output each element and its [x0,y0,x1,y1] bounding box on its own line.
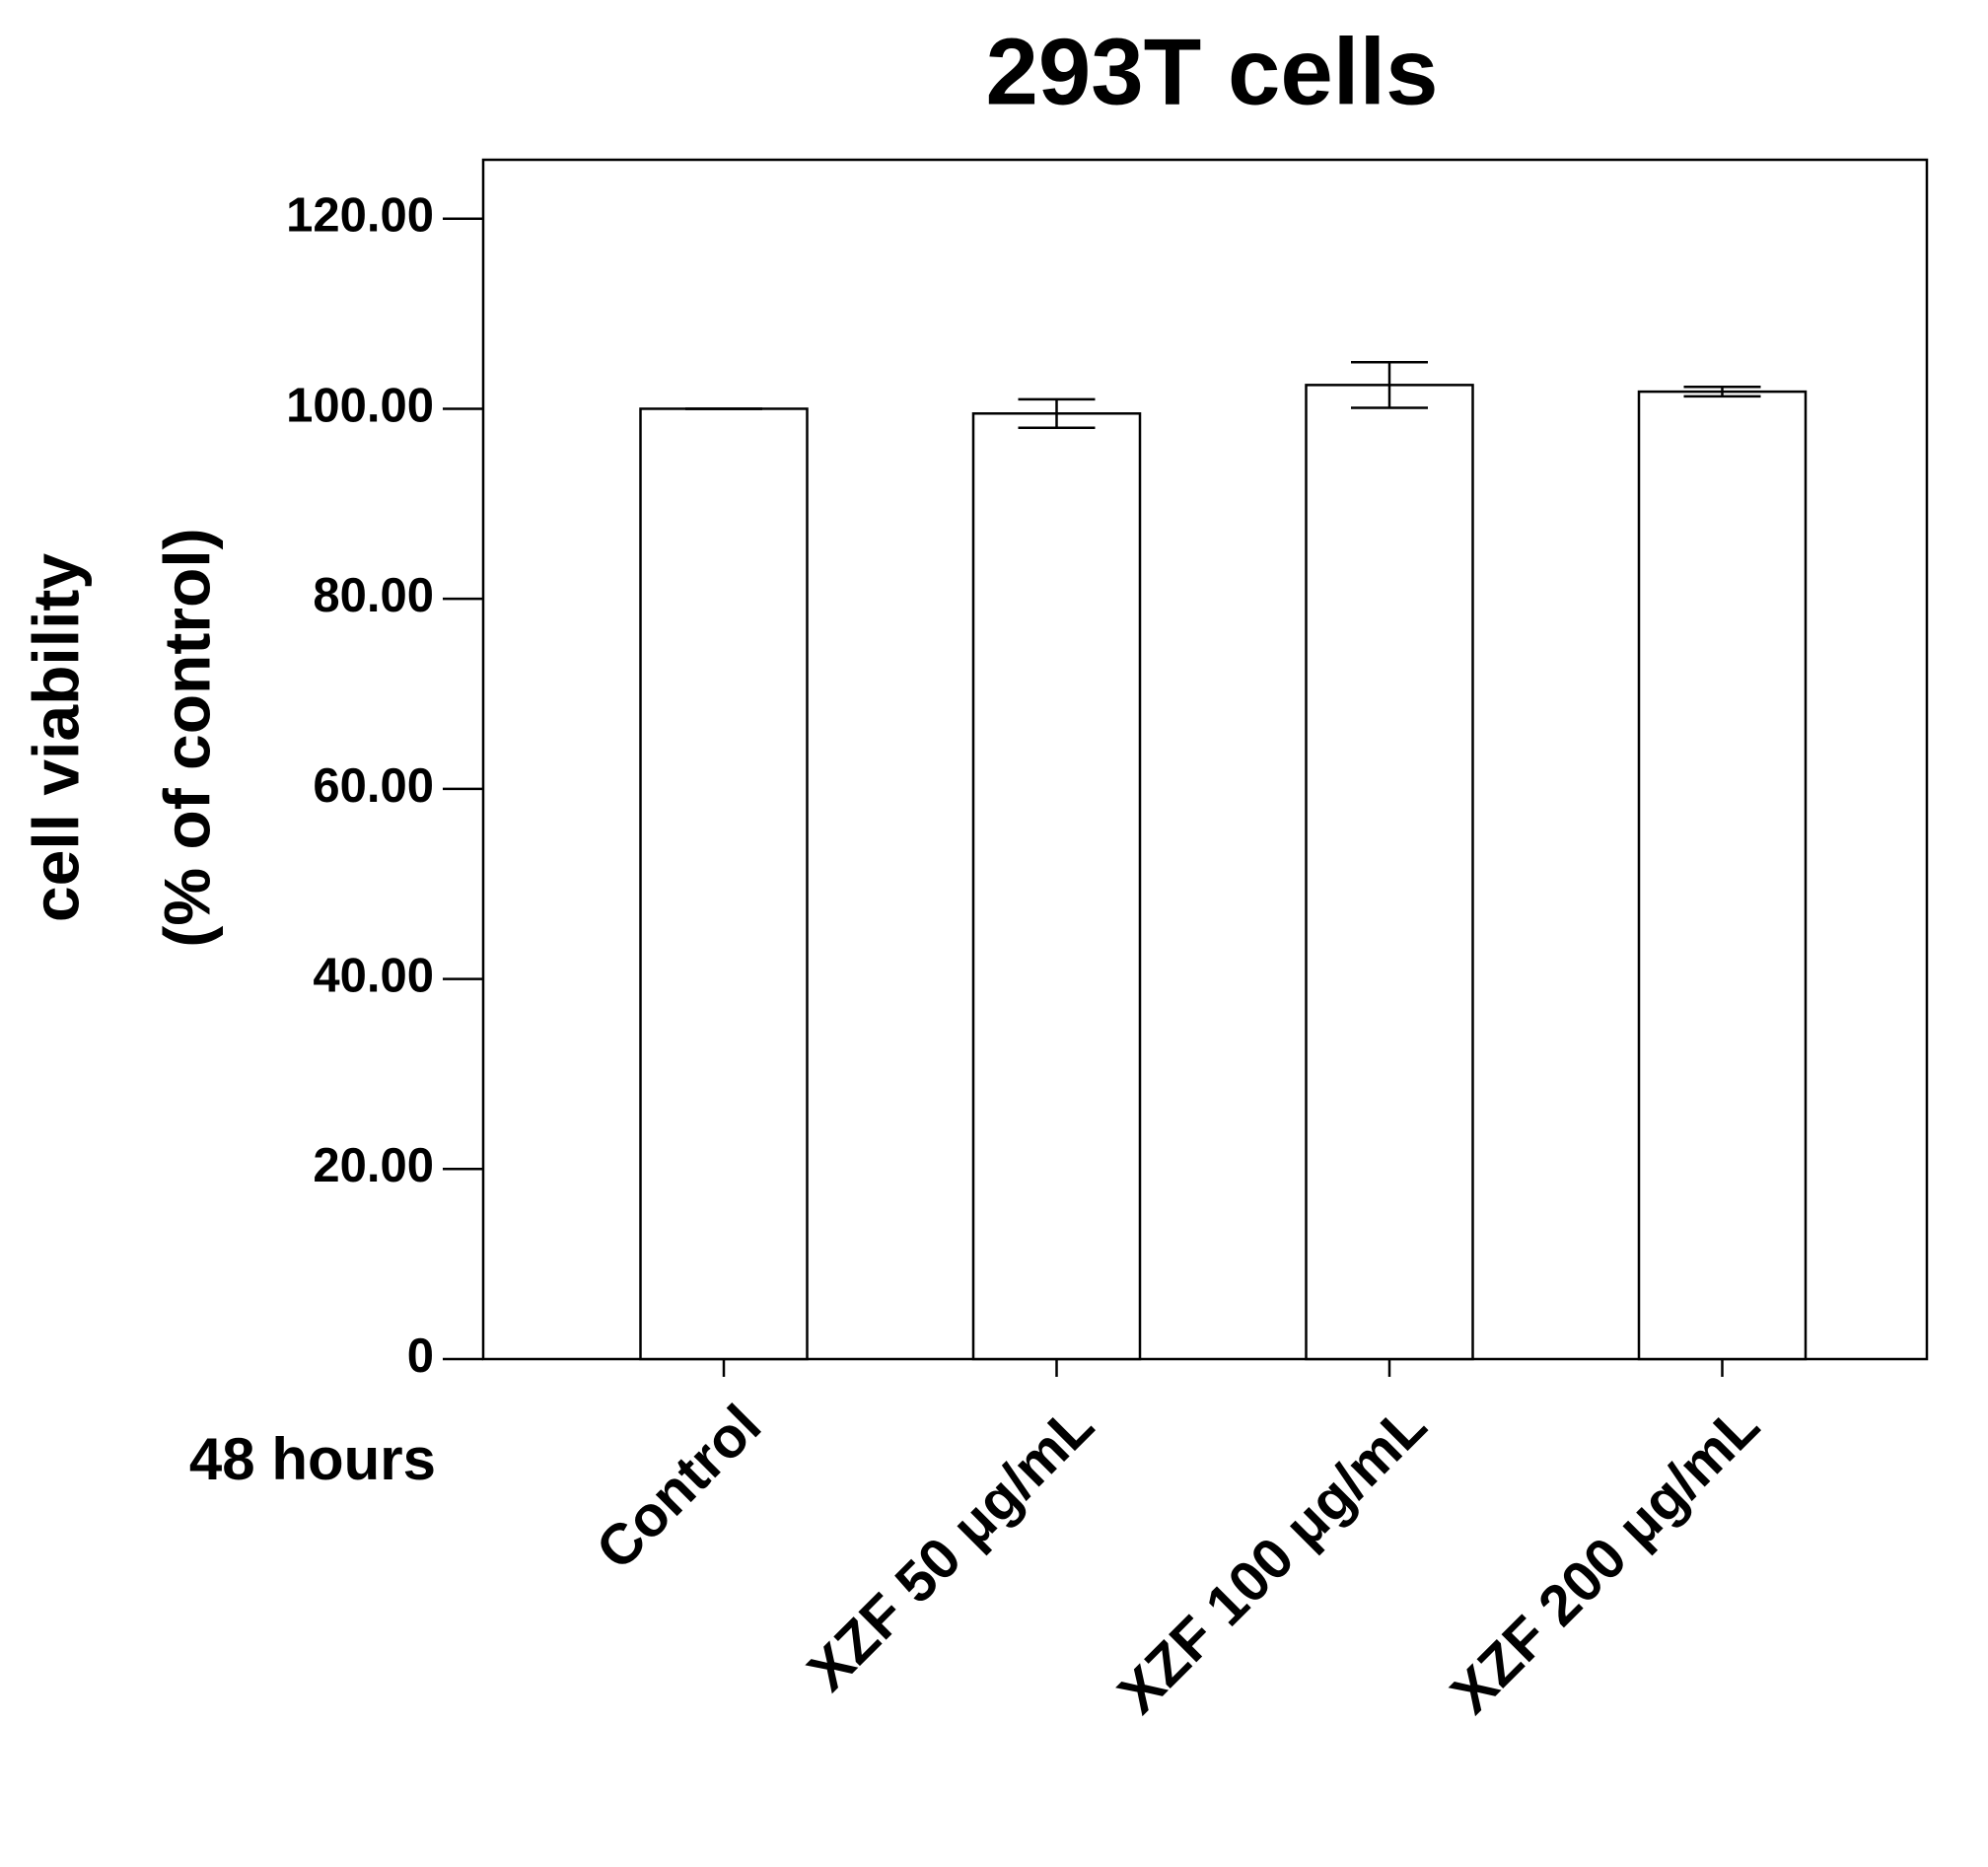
error-bar [1018,397,1096,429]
y-tick-label: 120.00 [286,189,434,243]
error-bar [1683,386,1761,398]
x-axis-label: 48 hours [189,1426,436,1492]
bar [1637,390,1808,1361]
chart-title: 293T cells [986,19,1439,124]
y-tick-label: 100.00 [286,379,434,432]
y-tick-label: 20.00 [313,1139,434,1192]
y-tick-label: 40.00 [313,950,434,1003]
bar [971,412,1142,1361]
y-axis-label: (% of control) [150,528,223,947]
plot-frame [481,158,1929,1361]
y-axis-label: cell viability [19,553,92,922]
y-tick-label: 80.00 [313,569,434,622]
x-tick-label: XZF 100 μg/mL [1105,1393,1439,1726]
y-tick-label: 0 [407,1329,434,1383]
x-tick-label: XZF 200 μg/mL [1439,1393,1772,1726]
bar [1305,384,1474,1361]
error-bar [1351,360,1428,409]
y-tick-label: 60.00 [313,759,434,813]
x-tick-label: XZF 50 μg/mL [796,1393,1106,1703]
x-tick-label: Control [584,1393,773,1582]
bar [639,407,809,1361]
